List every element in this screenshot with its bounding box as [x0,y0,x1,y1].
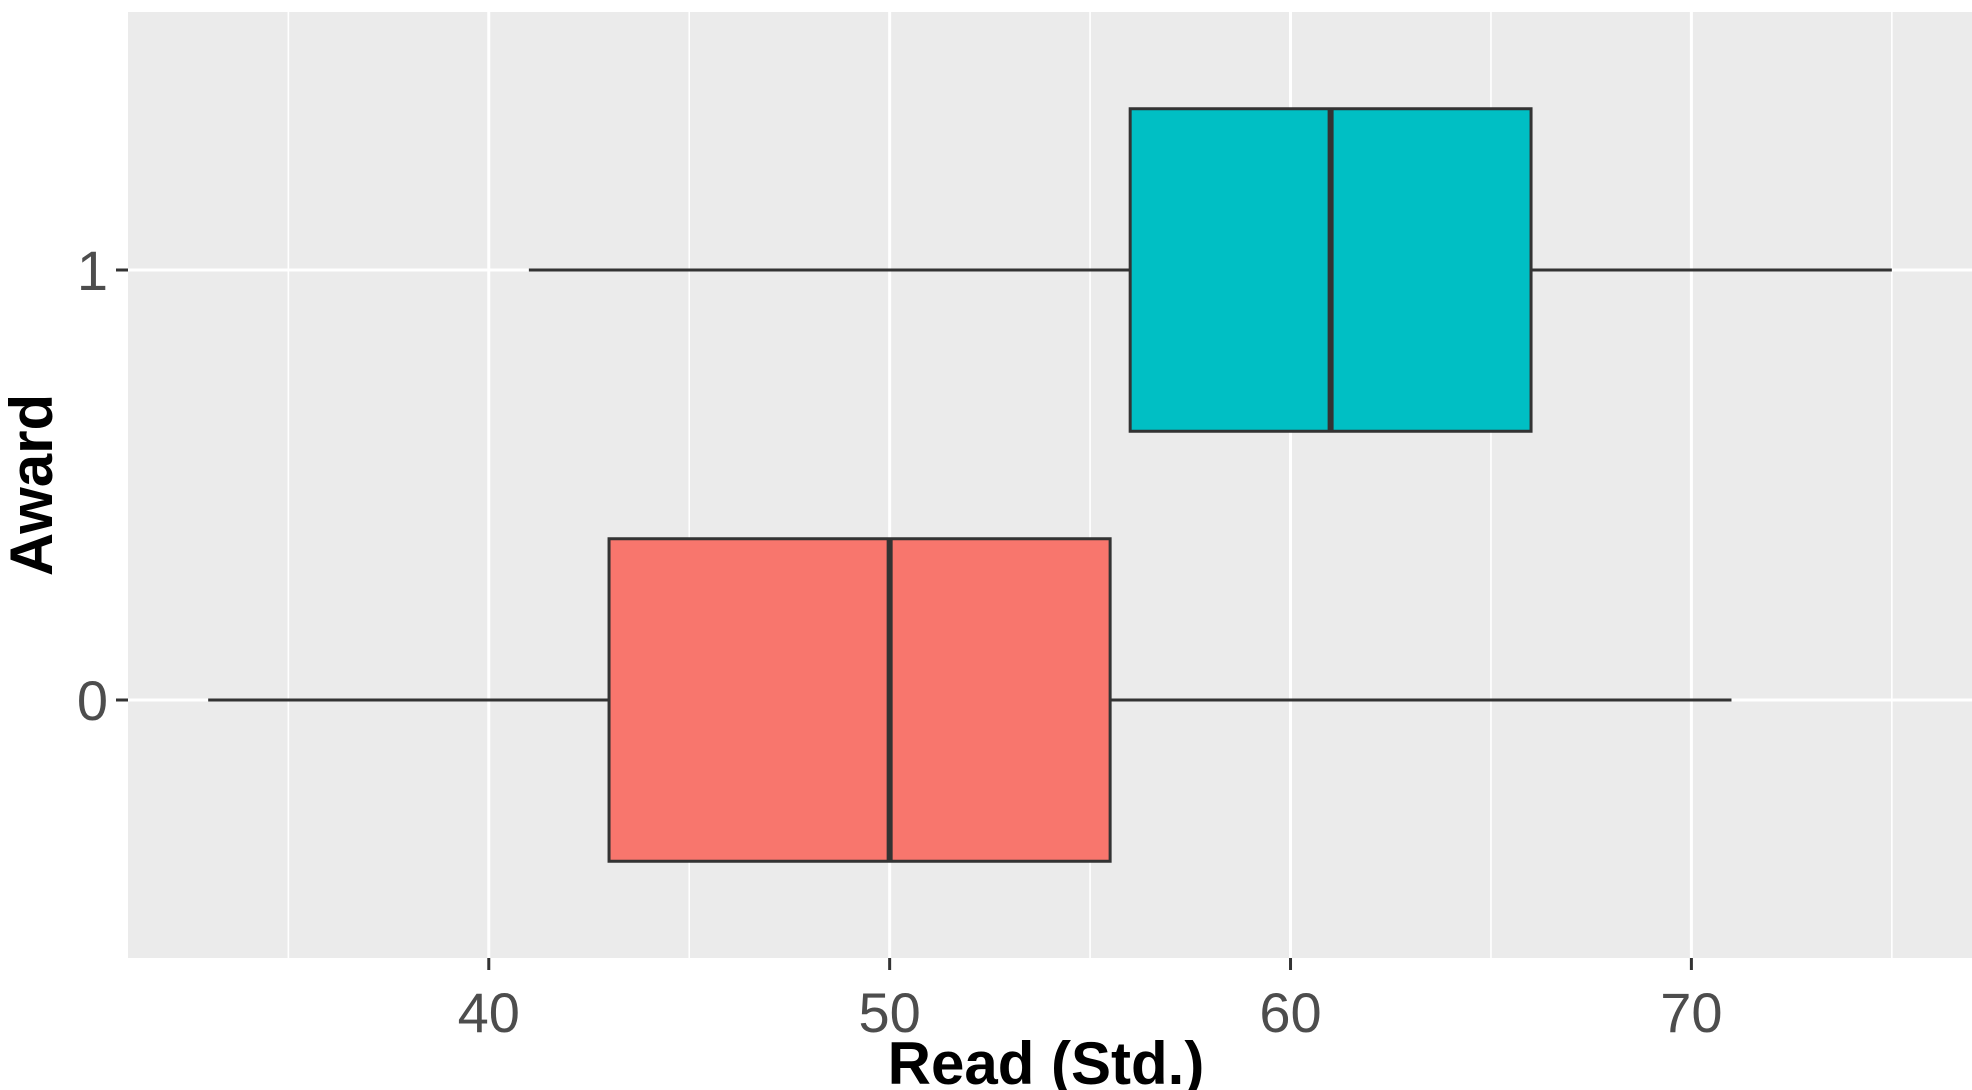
x-tick-label: 70 [1660,981,1722,1044]
x-tick-label: 60 [1259,981,1321,1044]
x-axis-title: Read (Std.) [888,1030,1205,1090]
y-axis-title: Award [0,394,65,576]
x-axis: 40 50 60 70 [458,958,1723,1044]
box-0 [208,537,1732,863]
box-iqr [607,537,1112,863]
box-1 [528,107,1892,433]
y-axis: 01 [77,239,128,732]
x-tick-label: 40 [458,981,520,1044]
y-tick-label: 0 [77,669,108,732]
boxes [208,107,1892,863]
x-tick-label: 50 [859,981,921,1044]
y-tick-label: 1 [77,239,108,302]
